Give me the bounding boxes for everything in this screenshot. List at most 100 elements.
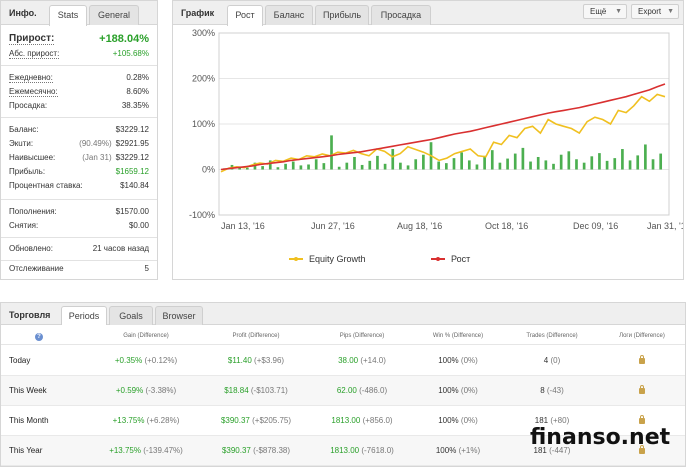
divider [1,260,157,261]
volume-bar [460,152,463,170]
volume-bar [490,150,494,170]
volume-bar [498,162,502,170]
export-label: Export [638,7,662,16]
cell-win: 100% (0%) [438,356,478,365]
volume-bar [529,161,532,170]
stat-label: Наивысшее: [9,153,56,162]
cell-profit: $390.37 (+$205.75) [220,416,292,425]
stat-value: $3229.12 [115,125,149,134]
x-tick-label: Jun 27, '16 [311,221,355,231]
stat-label[interactable]: Прирост: [9,33,55,45]
volume-bar [353,156,356,170]
volume-bar [276,167,280,170]
volume-bar [613,158,617,170]
col-pips[interactable]: Pips (Difference) [339,333,385,339]
col-gain[interactable]: Gain (Difference) [123,333,169,339]
volume-bar [245,167,249,170]
volume-bar [575,159,578,170]
volume-bar [582,162,586,170]
cell-pips: 1813.00 (+856.0) [331,416,393,425]
volume-bar [475,164,479,170]
cell-pips: 38.00 (+14.0) [338,356,386,365]
volume-bar [605,160,609,170]
stat-value-wrap: (90.49%) $2921.95 [79,139,149,148]
volume-bar [360,164,364,170]
lock-icon[interactable] [637,415,647,425]
tab-periods[interactable]: Periods [61,306,107,325]
lock-icon[interactable] [637,355,647,365]
tab-stats[interactable]: Stats [49,5,87,26]
cell-profit: $11.40 (+$3.96) [227,356,285,365]
volume-bar [368,160,372,170]
cell-trades: 4 (0) [543,356,561,365]
stat-highest: Наивысшее: (Jan 31) $3229.12 [9,153,149,165]
cell-trades: 181 (+80) [534,416,570,425]
cell-gain: +13.75% (-139.47%) [109,446,183,455]
chevron-down-icon: ▼ [615,8,622,15]
stat-daily: Ежедневно: 0.28% [9,73,149,85]
col-trades[interactable]: Trades (Difference) [526,333,578,339]
lock-icon[interactable] [637,445,647,455]
cell-profit: $390.37 (-$878.38) [221,446,291,455]
stat-value: $1659.12 [115,167,149,176]
export-dropdown[interactable]: Export ▼ [631,4,679,19]
volume-bar [506,158,509,170]
stat-interest: Процентная ставка: $140.84 [9,181,149,193]
volume-bar [322,163,326,170]
stat-deposits: Пополнения: $1570.00 [9,207,149,219]
tab-general[interactable]: General [89,5,139,25]
chart-panel: График Рост Баланс Прибыль Просадка Ещё … [172,0,684,280]
stat-label[interactable]: Абс. прирост: [9,49,60,59]
tab-profit[interactable]: Прибыль [315,5,369,25]
volume-bar [284,163,287,170]
stat-monthly: Ежемесячно: 8.60% [9,87,149,99]
help-icon[interactable]: ? [35,333,43,341]
volume-bar [483,155,486,170]
volume-bar [559,154,563,170]
cell-win: 100% (+1%) [435,446,481,455]
tab-growth[interactable]: Рост [227,5,263,26]
volume-bar [536,156,540,170]
stat-growth: Прирост: +188.04% [9,33,149,47]
stat-label: Отслеживание [9,264,64,273]
table-header: ? Gain (Difference) Profit (Difference) … [1,329,685,345]
stat-label[interactable]: Ежемесячно: [9,87,58,97]
volume-bar [552,163,555,170]
col-logs[interactable]: Логи (Difference) [619,333,665,339]
tab-goals[interactable]: Goals [109,306,153,325]
tab-drawdown[interactable]: Просадка [371,5,431,25]
stat-label: Баланс: [9,125,39,134]
growth-chart: 300% 200% 100% 0% -100% Jan 13, '16 Jun 27, '1… [189,28,683,264]
volume-bar [299,165,303,170]
col-profit[interactable]: Profit (Difference) [232,333,280,339]
stat-sub: (Jan 31) [82,153,112,162]
more-dropdown[interactable]: Ещё ▼ [583,4,627,19]
volume-bar [330,135,333,170]
lock-icon[interactable] [637,385,647,395]
volume-bar [628,160,632,170]
stat-value: 21 часов назад [92,244,149,253]
table-row: This Week +0.59% (-3.38%) $18.84 (-$103.… [1,376,685,406]
stat-label: Снятия: [9,221,39,230]
col-win[interactable]: Win % (Difference) [432,333,484,339]
stat-sub: (90.49%) [79,139,112,148]
info-tab-bar: Инфо. Stats General [1,1,157,26]
legend-label: Equity Growth [309,254,366,264]
chevron-down-icon: ▼ [667,8,674,15]
divider [1,199,157,200]
cell-pips: 62.00 (-486.0) [336,386,388,395]
y-tick-label: 100% [192,119,215,129]
volume-bar [445,163,448,170]
volume-bar [644,144,647,170]
stat-value[interactable]: 5 [144,264,149,273]
stat-value: +188.04% [99,33,149,45]
tab-balance[interactable]: Баланс [265,5,313,25]
tab-browser[interactable]: Browser [155,306,203,325]
volume-bar [406,165,410,170]
stat-label[interactable]: Ежедневно: [9,73,53,83]
legend-label: Рост [451,254,470,264]
table-row: This Month +13.75% (+6.28%) $390.37 (+$2… [1,406,685,436]
stat-balance: Баланс: $3229.12 [9,125,149,137]
stat-label: Прибыль: [9,167,46,176]
legend-marker [294,257,298,261]
